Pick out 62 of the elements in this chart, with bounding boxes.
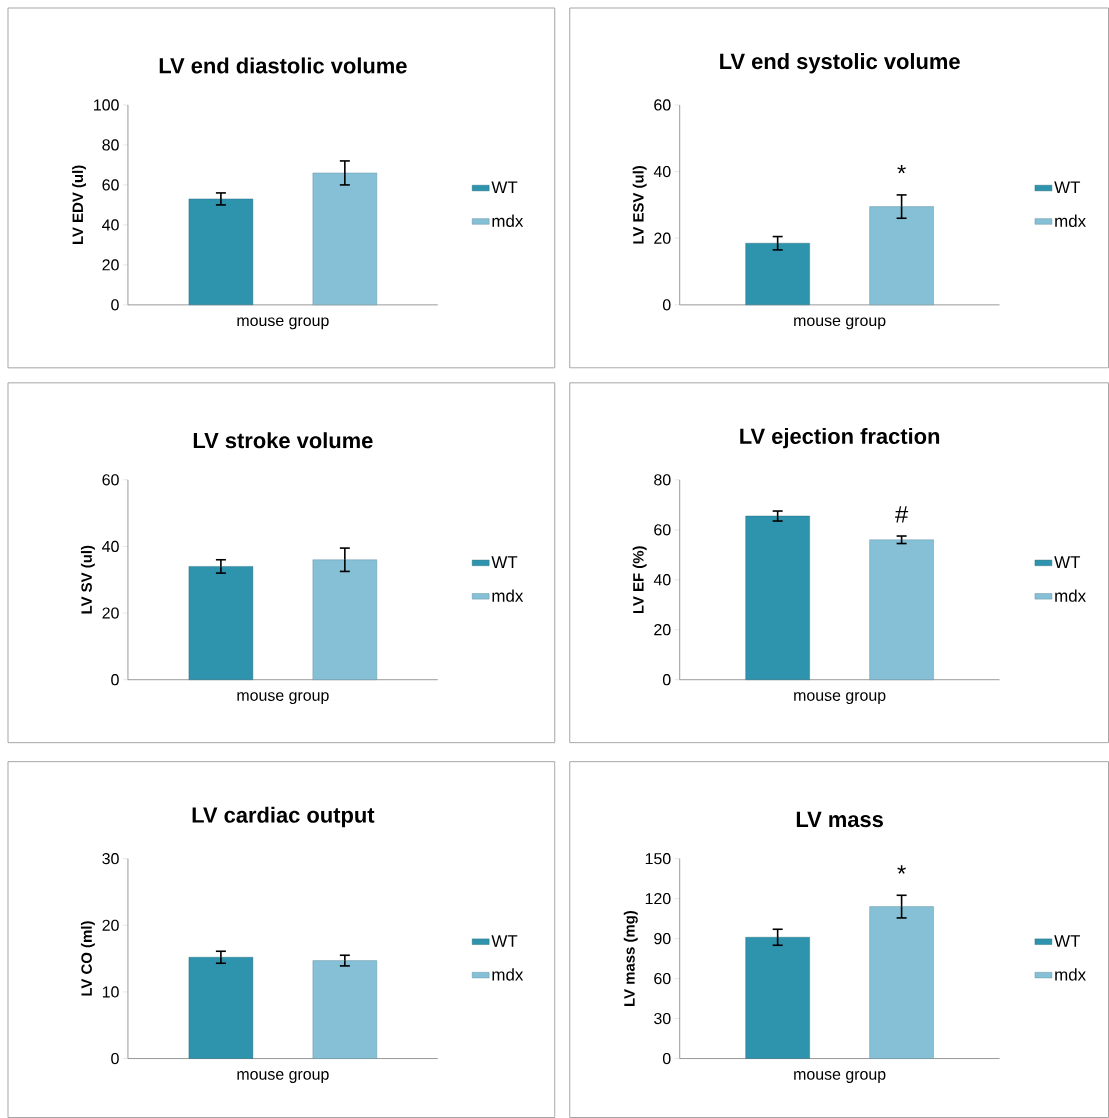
x-axis-title: mouse group	[794, 1071, 886, 1083]
y-tick-label: 100	[94, 99, 119, 111]
x-axis-title: mouse group	[794, 692, 886, 705]
chart-title: LV end systolic volume	[720, 53, 960, 74]
y-tick-label: 150	[645, 852, 671, 865]
annotation: *	[897, 164, 906, 174]
y-axis-title: LV CO (ml)	[80, 921, 95, 996]
legend-label: mdx	[1055, 968, 1086, 981]
legend-label: mdx	[492, 968, 524, 981]
legend-label: mdx	[492, 589, 524, 602]
x-axis-title: mouse group	[237, 1071, 329, 1083]
y-tick-label: 30	[102, 852, 119, 865]
x-axis-title: mouse group	[794, 317, 886, 330]
y-tick-label: 0	[111, 299, 119, 311]
legend-label: WT	[491, 935, 518, 947]
y-tick-label: 0	[662, 1052, 671, 1065]
y-tick-label: 40	[653, 165, 671, 178]
y-tick-label: 40	[102, 219, 119, 231]
y-axis-title: LV ESV (ul)	[632, 165, 647, 244]
y-tick-label: 60	[654, 99, 671, 111]
legend-label: mdx	[1055, 214, 1086, 228]
y-tick-label: 20	[102, 919, 119, 931]
y-tick-label: 10	[102, 986, 119, 998]
y-tick-label: 90	[654, 932, 671, 945]
chart-title: LV mass	[796, 811, 883, 828]
y-tick-label: 0	[111, 1052, 119, 1065]
y-tick-label: 40	[653, 574, 671, 586]
annotation: *	[897, 865, 906, 874]
x-axis-title: mouse group	[237, 692, 329, 705]
y-axis-title: LV EF (%)	[632, 546, 647, 614]
y-tick-label: 20	[102, 607, 119, 619]
y-tick-label: 30	[654, 1012, 671, 1025]
legend-label: WT	[1054, 935, 1081, 947]
y-tick-label: 20	[102, 259, 119, 271]
y-tick-label: 60	[102, 474, 119, 486]
y-tick-label: 80	[654, 474, 671, 486]
y-tick-label: 20	[654, 624, 671, 636]
x-axis-title: mouse group	[237, 317, 329, 330]
legend-label: mdx	[492, 214, 524, 228]
y-tick-label: 60	[654, 524, 671, 536]
y-tick-label: 60	[102, 179, 119, 191]
legend-label: mdx	[1055, 589, 1086, 602]
legend-label: WT	[491, 181, 518, 194]
legend-label: WT	[491, 556, 518, 568]
y-axis-title: LV mass (mg)	[623, 910, 638, 1006]
y-tick-label: 20	[654, 232, 671, 244]
chart-title: LV cardiac output	[192, 806, 375, 828]
y-tick-label: 120	[645, 892, 671, 905]
y-tick-label: 0	[111, 674, 119, 686]
y-axis-title: LV SV (ul)	[80, 545, 95, 614]
annotation: #	[895, 506, 909, 523]
legend-label: WT	[1054, 556, 1081, 568]
y-tick-label: 40	[102, 540, 119, 553]
chart-title: LV ejection fraction	[740, 427, 940, 449]
y-axis-title: LV EDV (ul)	[72, 165, 86, 245]
chart-title: LV stroke volume	[193, 432, 373, 449]
legend-label: WT	[1054, 181, 1081, 194]
y-tick-label: 0	[662, 674, 671, 686]
y-tick-label: 60	[654, 972, 671, 985]
y-tick-label: 0	[662, 299, 671, 311]
chart-title: LV end diastolic volume	[159, 57, 407, 74]
y-tick-label: 80	[102, 139, 119, 151]
